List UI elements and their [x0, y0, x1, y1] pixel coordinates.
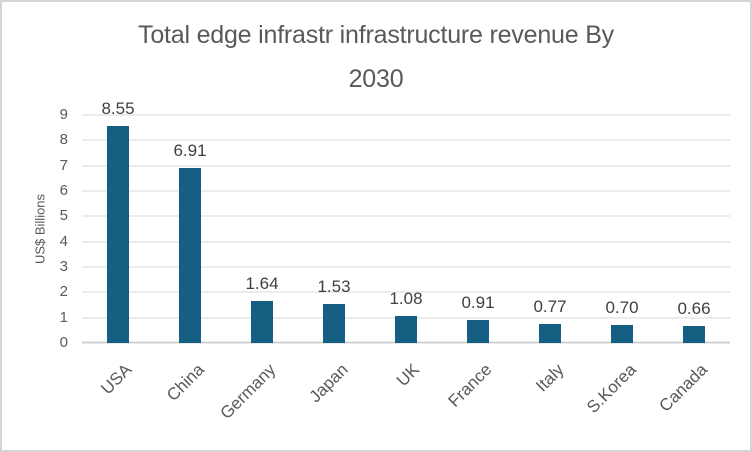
y-tick-label: 5: [59, 207, 68, 225]
gridline: [82, 139, 730, 141]
bar-japan: [323, 304, 345, 343]
x-category-label: Japan: [305, 360, 352, 407]
value-label: 0.91: [461, 292, 495, 312]
value-label: 1.08: [389, 288, 423, 308]
chart-title: Total edge infrastr infrastructure reven…: [2, 13, 750, 101]
plot-area: 8.55 6.91 1.64 1.53 1.08 0.91 0.77 0.70 0.66: [82, 99, 730, 344]
value-label: 8.55: [101, 99, 135, 119]
value-label: 0.66: [677, 299, 711, 319]
value-label: 0.70: [605, 298, 639, 318]
y-tick-label: 2: [59, 283, 68, 301]
gridline: [82, 291, 730, 293]
bar-uk: [395, 315, 417, 343]
x-category-label: Italy: [531, 360, 568, 396]
y-tick-label: 0: [59, 334, 68, 351]
bar-italy: [539, 323, 561, 343]
value-label: 1.64: [245, 274, 279, 294]
gridline: [82, 190, 730, 192]
y-tick-label: 1: [59, 308, 68, 326]
x-axis-labels: USA China Germany Japan UK France Italy S.Korea…: [82, 360, 730, 444]
y-tick-label: 3: [59, 258, 68, 275]
value-label: 1.53: [317, 277, 351, 297]
gridline: [82, 266, 730, 268]
chart-title-line-2: 2030: [348, 65, 404, 93]
x-category-label: Canada: [655, 360, 712, 416]
x-category-label: USA: [97, 360, 136, 399]
y-tick-label: 6: [59, 182, 68, 199]
y-tick-label: 9: [59, 106, 68, 123]
y-tick-label: 7: [59, 156, 68, 174]
gridline: [82, 165, 730, 167]
gridline: [82, 215, 730, 217]
x-category-label: Germany: [216, 360, 280, 423]
bar-china: [179, 167, 201, 343]
value-label: 0.77: [533, 296, 567, 316]
gridline: [82, 114, 730, 116]
bar-france: [467, 319, 489, 343]
x-category-label: UK: [393, 360, 424, 391]
x-category-label: China: [162, 360, 208, 405]
bar-canada: [683, 326, 705, 343]
x-category-label: France: [444, 360, 496, 411]
bar-germany: [251, 301, 273, 343]
gridline: [82, 241, 730, 243]
bar-usa: [107, 126, 129, 343]
value-label: 6.91: [173, 140, 207, 160]
bar-s-korea: [611, 325, 633, 343]
x-category-label: S.Korea: [582, 360, 640, 417]
y-axis-tick-labels: 0 1 2 3 4 5 6 7 8 9: [2, 106, 68, 351]
y-tick-label: 8: [59, 131, 68, 149]
y-tick-label: 4: [59, 232, 68, 250]
chart-title-line-1: Total edge infrastr infrastructure reven…: [138, 21, 614, 49]
